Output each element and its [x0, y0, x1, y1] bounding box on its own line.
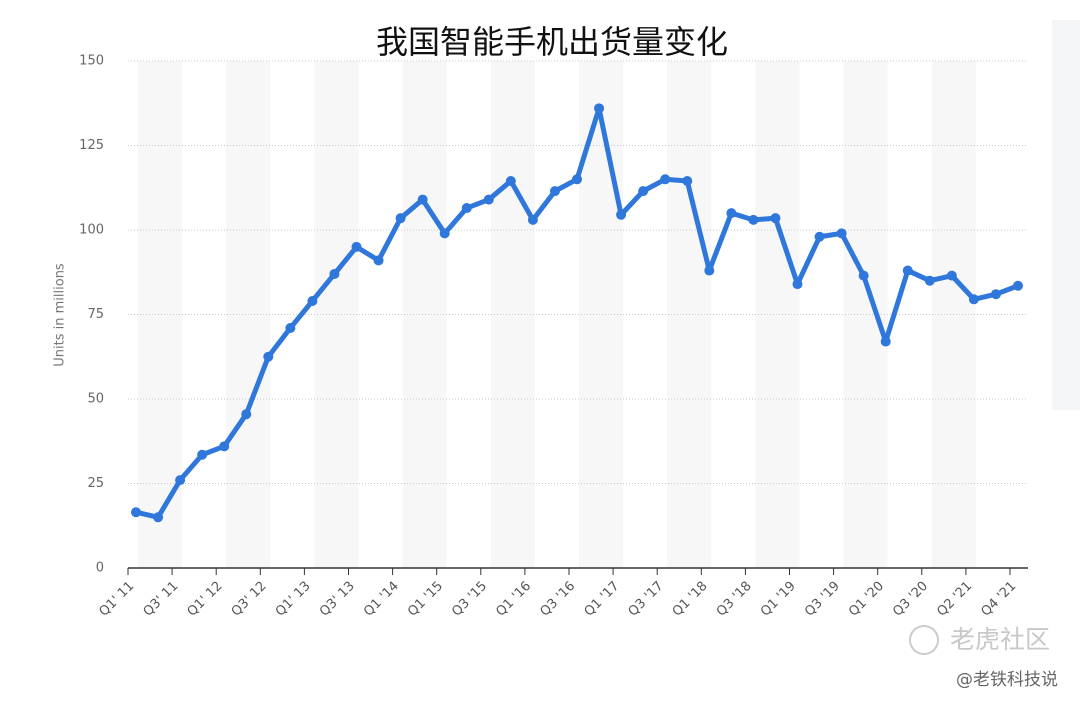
point: [836, 228, 847, 239]
y-tick-label: 50: [87, 392, 104, 407]
point: [461, 203, 472, 214]
band: [843, 61, 888, 568]
point: [968, 294, 979, 305]
band: [402, 61, 447, 568]
point: [858, 270, 869, 281]
point: [483, 194, 494, 205]
x-tick-label: Q2 '21: [934, 579, 975, 620]
y-tick-label: 75: [87, 307, 104, 322]
band: [579, 61, 624, 568]
point: [638, 186, 649, 197]
x-tick-label: Q3' 13: [317, 579, 358, 620]
x-tick-label: Q1 '17: [582, 579, 623, 620]
point: [549, 186, 560, 197]
point: [924, 275, 935, 286]
band: [138, 61, 183, 568]
x-tick-label: Q3 '17: [626, 579, 667, 620]
point: [1013, 280, 1023, 291]
point: [351, 241, 362, 252]
watermark-icon: [909, 625, 939, 655]
x-tick-label: Q1 '16: [493, 579, 534, 620]
point: [616, 209, 627, 220]
point: [527, 214, 538, 225]
point: [704, 265, 715, 276]
point: [175, 475, 186, 486]
x-tick-label: Q3' 12: [229, 579, 270, 620]
watermark-author: @老铁科技说: [956, 670, 1058, 690]
point: [770, 213, 781, 224]
point: [902, 265, 913, 276]
y-tick-label: 125: [79, 138, 104, 153]
x-tick-label: Q3' 11: [141, 579, 182, 620]
point: [153, 512, 164, 523]
point: [285, 323, 296, 334]
y-tick-label: 100: [79, 223, 104, 238]
x-tick-label: Q1 '14: [361, 579, 402, 620]
x-tick-label: Q3 '19: [802, 579, 843, 620]
x-tick-label: Q3 '15: [449, 579, 490, 620]
x-tick-label: Q1' 12: [185, 579, 226, 620]
point: [748, 214, 759, 225]
point: [329, 268, 340, 279]
point: [572, 174, 582, 185]
chart-title: 我国智能手机出货量变化: [376, 23, 728, 61]
x-tick-label: Q3 '18: [714, 579, 755, 620]
point: [439, 228, 450, 239]
point: [395, 213, 406, 224]
x-tick-label: Q1 '19: [758, 579, 799, 620]
point: [814, 231, 825, 242]
x-tick-label: Q1 '20: [846, 579, 887, 620]
point: [682, 175, 693, 186]
point: [880, 336, 891, 347]
y-axis-label: Units in millions: [53, 263, 68, 367]
point: [990, 289, 1001, 300]
point: [792, 279, 803, 290]
point: [197, 449, 208, 460]
point: [505, 175, 516, 186]
point: [726, 208, 737, 219]
point: [219, 441, 230, 452]
x-tick-label: Q4 '21: [978, 579, 1019, 620]
point: [307, 295, 318, 306]
point: [594, 103, 605, 114]
point: [373, 255, 384, 266]
x-tick-label: Q3 '16: [537, 579, 578, 620]
point: [131, 507, 141, 518]
x-tick-label: Q1 '18: [670, 579, 711, 620]
side-panel: [1052, 20, 1080, 410]
x-tick-label: Q3 '20: [890, 579, 931, 620]
y-tick-label: 25: [87, 476, 104, 491]
y-tick-label: 150: [79, 54, 104, 69]
y-tick-label: 0: [96, 561, 104, 576]
point: [241, 409, 252, 420]
point: [660, 174, 671, 185]
band: [755, 61, 800, 568]
x-tick-label: Q1' 13: [273, 579, 314, 620]
watermark-community: 老虎社区: [950, 625, 1050, 654]
x-tick-label: Q1' 11: [96, 579, 137, 620]
band: [314, 61, 359, 568]
point: [946, 270, 957, 281]
point: [263, 351, 274, 362]
point: [417, 194, 428, 205]
x-tick-label: Q1 '15: [405, 579, 446, 620]
